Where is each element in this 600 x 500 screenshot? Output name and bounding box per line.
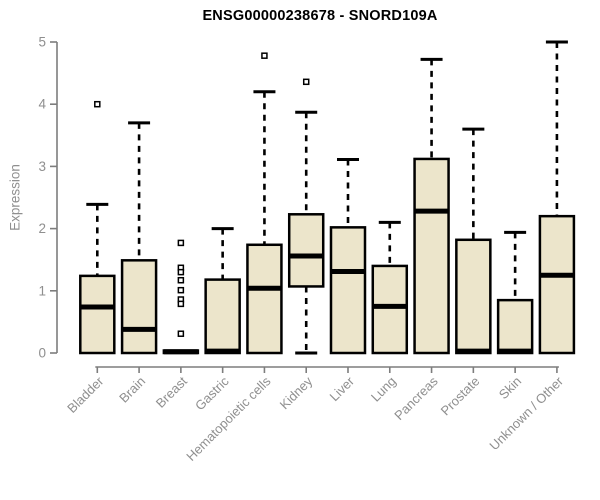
y-tick-label: 4	[38, 97, 46, 112]
outlier-point-kidney	[302, 78, 310, 86]
box-unknown-other	[538, 214, 576, 355]
x-tick-label: Pancreas	[391, 373, 441, 423]
box-pancreas	[413, 157, 450, 355]
chart-title: ENSG00000238678 - SNORD109A	[202, 8, 438, 24]
box-prostate	[455, 238, 492, 355]
outlier-point-breast	[177, 330, 185, 337]
outlier-point-breast	[177, 300, 185, 308]
box-liver	[329, 226, 367, 355]
x-tick-label: Gastric	[192, 373, 232, 413]
outlier-point-breast	[177, 286, 185, 294]
y-tick-label: 1	[38, 283, 46, 298]
box-kidney	[287, 213, 325, 288]
box-bladder	[79, 274, 116, 355]
x-tick-label: Prostate	[438, 374, 483, 419]
x-tick-label: Breast	[153, 373, 190, 410]
x-tick-label: Kidney	[277, 373, 316, 412]
box-skin	[496, 298, 534, 355]
outlier-point-bladder	[94, 100, 101, 108]
outlier-point-breast	[177, 276, 185, 284]
y-tick-label: 0	[38, 346, 46, 361]
y-tick-label: 3	[38, 159, 46, 174]
x-tick-label: Bladder	[64, 373, 107, 416]
box-hematopoietic-cells	[246, 243, 283, 355]
y-tick-label: 2	[38, 221, 46, 236]
box-brain	[120, 259, 158, 355]
x-tick-label: Brain	[116, 374, 148, 406]
x-tick-label: Skin	[496, 374, 524, 402]
outlier-point-breast	[177, 268, 185, 276]
x-tick-label: Lung	[368, 374, 399, 405]
x-tick-label: Unknown / Other	[486, 373, 566, 453]
y-tick-label: 5	[38, 35, 46, 50]
x-tick-label: Liver	[327, 373, 358, 404]
box-gastric	[204, 278, 241, 355]
outlier-point-hematopoietic-cells	[261, 52, 268, 59]
box-lung	[371, 264, 409, 355]
outlier-point-breast	[177, 239, 185, 247]
